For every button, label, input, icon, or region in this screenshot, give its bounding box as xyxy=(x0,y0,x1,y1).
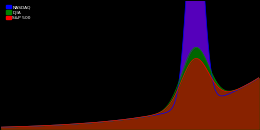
Legend: NASDAQ, DJIA, S&P 500: NASDAQ, DJIA, S&P 500 xyxy=(5,4,31,21)
